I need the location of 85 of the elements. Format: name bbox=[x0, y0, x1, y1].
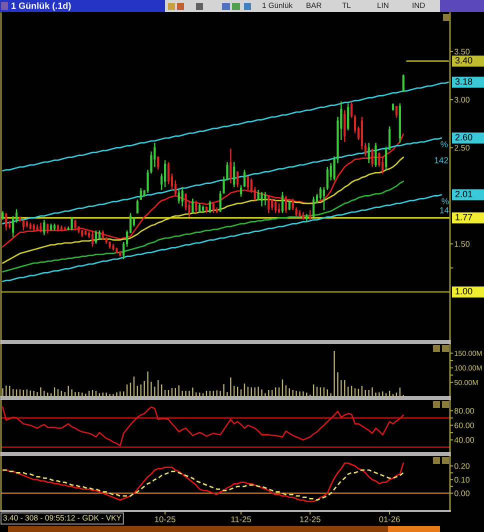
candlestick bbox=[382, 156, 384, 174]
candlestick bbox=[94, 230, 98, 244]
annotation: % bbox=[440, 141, 448, 148]
y-tick-label: 0.00 bbox=[454, 490, 470, 496]
y-tick-label: 60.00 bbox=[454, 422, 474, 428]
y-tick-label: 2.50 bbox=[454, 144, 470, 151]
candlestick bbox=[368, 142, 370, 164]
y-tick-label: 0.20 bbox=[454, 463, 470, 469]
candlestick bbox=[140, 187, 142, 200]
data-label: 3.18 bbox=[455, 78, 472, 85]
candlestick bbox=[178, 189, 180, 204]
x-tick-label: 10-25 bbox=[155, 516, 176, 522]
line-series bbox=[2, 406, 404, 446]
candlestick bbox=[319, 186, 322, 200]
candlestick bbox=[102, 230, 104, 241]
ref-line-label: 1.00 bbox=[456, 288, 472, 294]
candlestick bbox=[281, 191, 284, 214]
candlestick bbox=[402, 74, 404, 92]
candlestick bbox=[195, 200, 198, 214]
candlestick bbox=[230, 148, 232, 184]
candlestick bbox=[395, 106, 398, 118]
x-tick-label: 12-25 bbox=[300, 516, 320, 522]
x-tick-label: 11-25 bbox=[231, 516, 252, 522]
candlestick bbox=[322, 186, 325, 211]
annotation: % bbox=[442, 198, 449, 204]
candlestick bbox=[274, 200, 277, 214]
line-series bbox=[2, 462, 404, 502]
candlestick bbox=[260, 191, 263, 207]
candlestick bbox=[12, 215, 14, 238]
candlestick bbox=[198, 202, 201, 214]
candlestick bbox=[212, 202, 214, 214]
candlestick bbox=[98, 230, 100, 241]
line-series bbox=[2, 180, 404, 272]
line-series bbox=[2, 134, 404, 248]
candlestick bbox=[374, 142, 377, 168]
candlestick bbox=[46, 223, 49, 234]
candlestick bbox=[288, 200, 290, 211]
y-tick-label: 80.00 bbox=[454, 408, 474, 414]
candlestick bbox=[233, 161, 236, 188]
candlestick bbox=[236, 171, 239, 188]
data-label: 3.40 bbox=[455, 57, 472, 64]
y-tick-label: 1.50 bbox=[454, 241, 470, 247]
candlestick bbox=[309, 210, 312, 220]
candlestick bbox=[157, 156, 160, 170]
candlestick bbox=[192, 198, 194, 214]
candlestick bbox=[240, 184, 242, 198]
ref-line-label: 1.77 bbox=[456, 214, 472, 220]
y-tick-label: 3.50 bbox=[454, 48, 470, 54]
candlestick bbox=[246, 176, 250, 191]
candlestick bbox=[74, 219, 76, 232]
annotation: 14 bbox=[440, 207, 449, 214]
candlestick bbox=[43, 219, 46, 236]
y-tick-label: 40.00 bbox=[454, 437, 474, 443]
candlestick bbox=[5, 212, 8, 232]
candlestick bbox=[136, 198, 138, 214]
candlestick bbox=[164, 160, 166, 188]
candlestick bbox=[167, 161, 170, 185]
candlestick bbox=[284, 195, 287, 214]
data-label: 2.60 bbox=[455, 134, 472, 140]
candlestick bbox=[278, 202, 280, 214]
data-label: 2.01 bbox=[455, 190, 472, 198]
candlestick bbox=[70, 216, 73, 232]
candlestick bbox=[174, 180, 176, 198]
candlestick bbox=[264, 191, 266, 206]
y-tick-label: 0.10 bbox=[454, 476, 470, 483]
candlestick bbox=[268, 195, 270, 214]
candlestick bbox=[22, 219, 25, 232]
line-series bbox=[2, 82, 449, 172]
candlestick bbox=[181, 186, 184, 207]
candlestick bbox=[243, 169, 246, 188]
annotation: 142 bbox=[434, 157, 448, 164]
chart-title: 1 Günlük (.1d) bbox=[12, 2, 71, 11]
candlestick bbox=[347, 102, 350, 131]
candlestick bbox=[371, 148, 374, 168]
candlestick bbox=[326, 166, 328, 191]
line-series bbox=[2, 469, 404, 501]
candlestick bbox=[344, 110, 346, 143]
candlestick bbox=[350, 100, 353, 118]
candlestick bbox=[208, 200, 212, 214]
y-tick-label: 3.00 bbox=[454, 96, 470, 103]
candlestick bbox=[312, 196, 315, 218]
candlestick bbox=[40, 222, 42, 233]
candlestick bbox=[271, 198, 274, 211]
x-tick-label: 01-26 bbox=[379, 516, 400, 522]
line-series bbox=[2, 156, 404, 264]
